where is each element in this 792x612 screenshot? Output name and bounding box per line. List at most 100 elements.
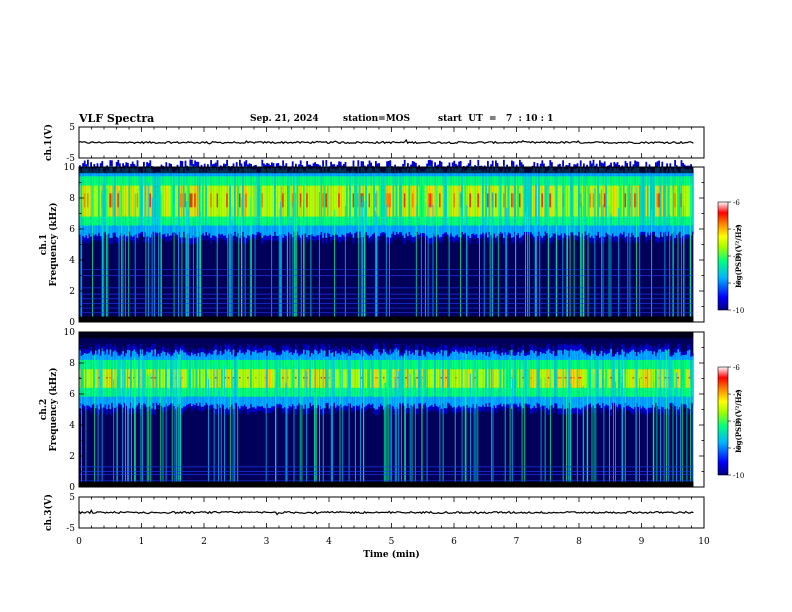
ch1-spectrogram-cell (83, 193, 86, 208)
ch1-spectrogram-cell (223, 185, 225, 217)
ch1-spectrogram-cell (351, 185, 353, 217)
ch2-spectrogram-cell (458, 369, 460, 388)
ch1-spectrogram-cell (655, 185, 657, 217)
ch2-spectrogram-cell (247, 376, 249, 379)
ch2-spectrogram-cell (560, 376, 563, 379)
ch1-spectrogram-cell (242, 176, 244, 226)
ch1-spectrogram-cell (493, 185, 496, 217)
ch1-spectrogram-cell (685, 185, 688, 217)
ch1-spectrogram-cell (272, 185, 275, 217)
ch2-spectrogram-cell (515, 359, 518, 397)
ch1-spectrogram-cell (219, 185, 222, 217)
ch2-spectrogram-ytick-label: 2 (69, 452, 75, 462)
ch2-spectrogram-cell (618, 359, 620, 397)
ch1-spectrogram-cell (615, 185, 617, 217)
ch2-spectrogram-cell (186, 369, 188, 388)
ch2-spectrogram-cell (442, 359, 444, 397)
ch1-spectrogram-cell (138, 185, 140, 217)
ch1-spectrogram-cell (611, 185, 614, 217)
ch2-spectrogram-cell (312, 369, 315, 388)
ch2-spectrogram-cell (271, 369, 273, 388)
ch1-spectrogram-cell (203, 185, 206, 217)
ch2-spectrogram-cell (594, 369, 596, 388)
ch2-spectrogram-cell (445, 376, 448, 379)
ch2-spectrogram-cell (162, 369, 164, 388)
ch1-spectrogram-cell (560, 185, 563, 217)
ch1-spectrogram-cell (226, 193, 228, 208)
ch2-spectrogram-cell (203, 369, 206, 388)
ch1-spectrogram-cell (464, 176, 467, 226)
ch2-spectrogram-cell (175, 376, 177, 379)
ch2-spectrogram-cell (455, 376, 457, 379)
ch2-spectrogram-cell (173, 369, 176, 388)
ch2-spectrogram-colorbar-tick-label: -9 (733, 445, 740, 453)
ch1-spectrogram-cell (88, 185, 91, 217)
ch2-spectrogram-ytick-label: 10 (64, 328, 76, 338)
ch2-spectrogram-cell (495, 369, 497, 388)
ch1-spectrogram-cell (288, 176, 291, 226)
ch2-spectrogram-cell (152, 359, 155, 397)
ch1-spectrogram-cell (167, 185, 169, 217)
ch2-spectrogram-cell (642, 369, 644, 388)
ch1-spectrogram-cell (544, 176, 547, 226)
ch1-spectrogram-cell (141, 176, 144, 226)
ch2-spectrogram-cell (291, 359, 294, 397)
ch1-spectrogram-cell (688, 185, 691, 217)
ch2-spectrogram-floor (79, 481, 694, 487)
ch2-spectrogram-cell (288, 369, 291, 388)
ch1-spectrogram-cell (231, 185, 233, 217)
ch1-spectrogram-cell (309, 185, 312, 217)
ch2-spectrogram-cell (432, 369, 435, 388)
ch1-spectrogram-cell (474, 185, 476, 217)
ch2-spectrogram-cell (595, 359, 598, 397)
ch2-spectrogram-cell (656, 369, 659, 388)
ch2-spectrogram-cell (520, 369, 523, 388)
ch1-spectrogram-cell (285, 185, 288, 217)
ch2-spectrogram-cell (551, 369, 553, 388)
ch2-spectrogram-cell (315, 369, 318, 388)
ch2-spectrogram-cell (107, 369, 110, 388)
ch1-spectrogram-cell (96, 185, 99, 217)
ch2-spectrogram-cell (517, 369, 520, 388)
ch2-spectrogram-cell (392, 369, 395, 388)
ch2-spectrogram-cell (290, 369, 292, 388)
ch1-spectrogram-cell (456, 185, 459, 217)
ch1-spectrogram-cell (259, 176, 262, 226)
ch1-spectrogram-cell (423, 176, 425, 226)
ch2-spectrogram-cell (472, 359, 475, 397)
ch2-spectrogram-cell (493, 369, 496, 388)
ch1-spectrogram-cell (283, 185, 286, 217)
ch2-spectrogram-cell (240, 369, 243, 388)
ch2-spectrogram-cell (184, 369, 187, 388)
ch1-spectrogram-cell (87, 193, 89, 208)
ch1-spectrogram-cell (392, 176, 395, 226)
ch2-spectrogram-cell (122, 369, 124, 388)
ch2-spectrogram-cell (674, 369, 676, 388)
ch2-spectrogram-cell (202, 369, 204, 388)
ch1-spectrogram-cell (623, 176, 625, 226)
ch1-spectrogram-cell (667, 176, 670, 226)
ch2-spectrogram-cell (138, 359, 140, 397)
ch1-spectrogram-cell (597, 176, 600, 226)
ch2-spectrogram-cell (99, 359, 102, 397)
ch1-spectrogram-cell (207, 185, 209, 217)
ch2-spectrogram-cell (298, 359, 300, 397)
ch2-spectrogram-cell (167, 369, 169, 388)
ch2-spectrogram-ytick-label: 6 (69, 390, 75, 400)
ch2-spectrogram-cell (651, 369, 654, 388)
x-tick-label: 4 (326, 537, 332, 547)
ch1-spectrogram-cell (445, 176, 448, 226)
ch1-spectrogram-cell (344, 185, 347, 217)
ch1-spectrogram-cell (157, 176, 160, 226)
ch1-spectrogram-cell (533, 185, 536, 217)
ch1-spectrogram-cell (487, 193, 489, 208)
ch1-spectrogram-cell (402, 185, 404, 217)
ch3-waveform-trace (78, 508, 694, 516)
ch1-spectrogram-cell (407, 185, 409, 217)
ch2-spectrogram-cell (597, 359, 600, 397)
ch1-spectrogram-cell (575, 185, 577, 217)
ch1-spectrogram-cell (418, 185, 420, 217)
ch1-spectrogram-cell (651, 176, 654, 226)
ch1-spectrogram-cell (503, 193, 505, 208)
ch1-spectrogram-cell (403, 193, 406, 208)
